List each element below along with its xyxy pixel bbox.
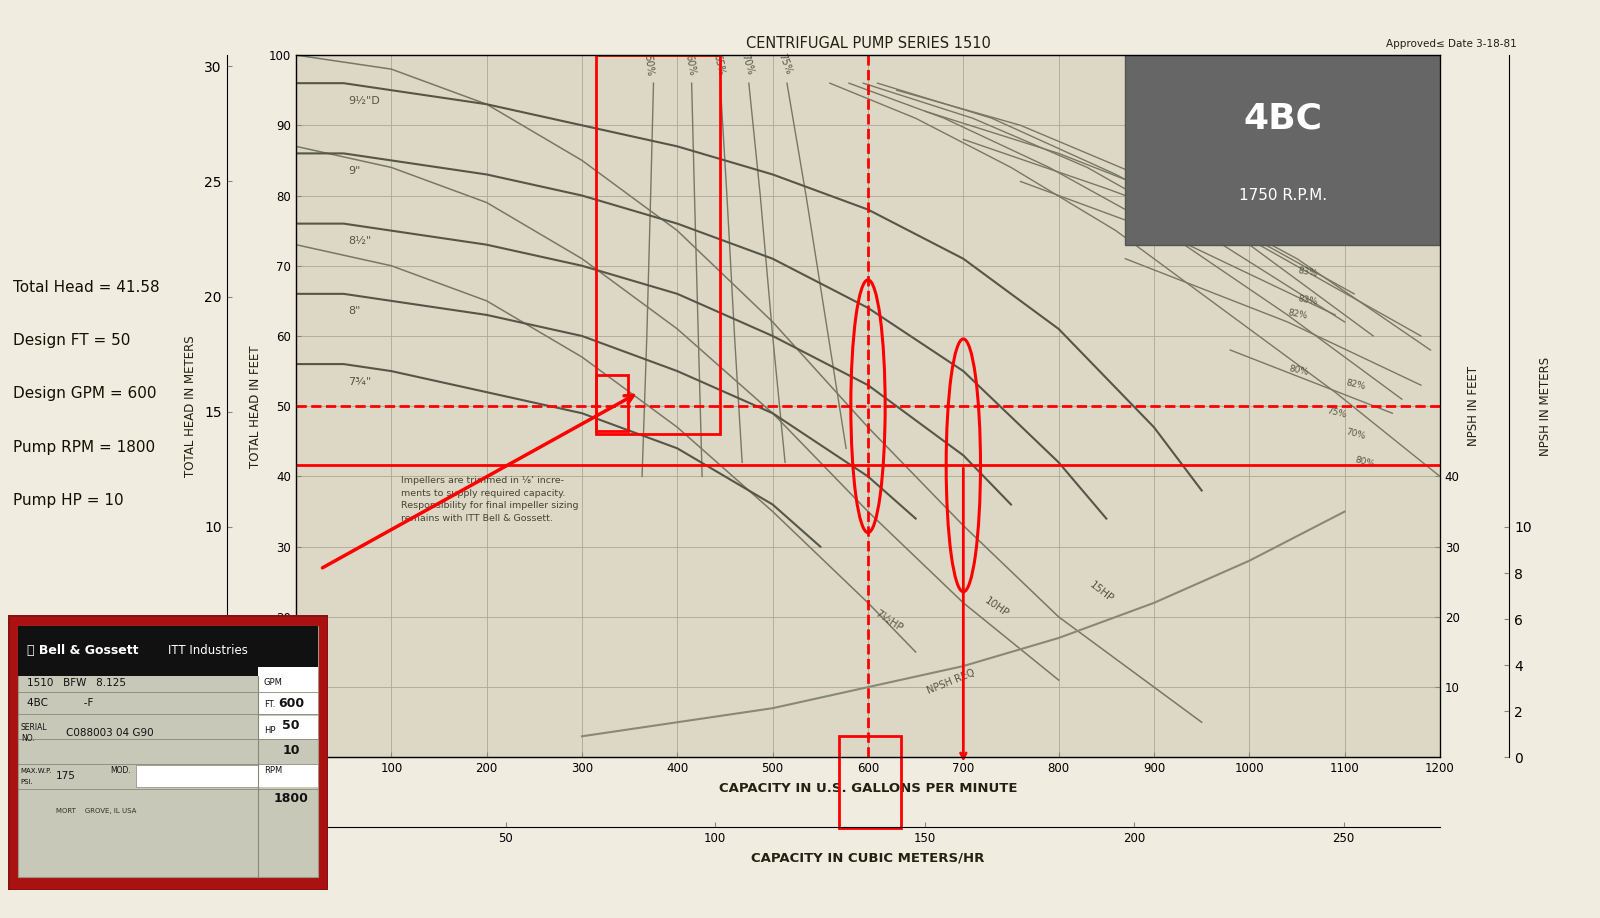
Text: Total Head = 41.58: Total Head = 41.58 (13, 280, 160, 295)
Text: ITT Industries: ITT Industries (168, 644, 248, 656)
Text: Design FT = 50: Design FT = 50 (13, 333, 130, 348)
Text: 83.5%: 83.5% (1230, 217, 1261, 230)
Bar (597, 375, 627, 431)
Text: 8½": 8½" (349, 236, 371, 246)
Text: 50%: 50% (643, 54, 654, 76)
Text: 7½HP: 7½HP (872, 608, 904, 633)
Text: 4BC: 4BC (1243, 101, 1322, 135)
Text: MOD.: MOD. (110, 767, 131, 775)
Text: 8": 8" (349, 307, 362, 317)
Bar (18, 626, 318, 676)
Text: 82%: 82% (1344, 378, 1366, 392)
Text: 82%: 82% (1288, 308, 1309, 321)
Bar (162, 626, 318, 676)
Text: 1510   BFW   8.125: 1510 BFW 8.125 (27, 677, 126, 688)
Text: Approved≤ Date 3-18-81: Approved≤ Date 3-18-81 (1386, 39, 1517, 49)
Text: 600: 600 (278, 697, 304, 710)
Text: 60%: 60% (683, 53, 696, 76)
Bar (258, 764, 318, 788)
X-axis label: CAPACITY IN CUBIC METERS/HR: CAPACITY IN CUBIC METERS/HR (752, 852, 984, 865)
Y-axis label: NPSH IN METERS: NPSH IN METERS (1539, 357, 1552, 455)
Text: GPM: GPM (264, 678, 283, 687)
Bar (258, 691, 318, 714)
Bar (258, 667, 318, 692)
Text: RPM: RPM (264, 767, 282, 775)
Text: 75%: 75% (1325, 407, 1347, 420)
Text: Pump HP = 10: Pump HP = 10 (13, 493, 123, 508)
Y-axis label: TOTAL HEAD IN METERS: TOTAL HEAD IN METERS (184, 335, 197, 477)
Bar (258, 716, 318, 739)
Text: 1800: 1800 (274, 791, 309, 805)
Bar (597, 55, 720, 434)
Text: 15HP: 15HP (1088, 580, 1115, 605)
Text: NPSH REQ: NPSH REQ (925, 668, 976, 696)
Text: 75%: 75% (776, 52, 794, 76)
Y-axis label: NPSH IN FEET: NPSH IN FEET (1467, 366, 1480, 446)
Text: C088003 04 G90: C088003 04 G90 (66, 729, 154, 738)
FancyBboxPatch shape (1125, 55, 1440, 245)
Text: 70%: 70% (1344, 428, 1366, 442)
Text: 70%: 70% (739, 52, 755, 76)
Text: 175: 175 (56, 771, 75, 781)
Text: Design GPM = 600: Design GPM = 600 (13, 386, 157, 401)
Text: 9½"D: 9½"D (349, 95, 381, 106)
Text: Ⓡ Bell & Gossett: Ⓡ Bell & Gossett (27, 644, 139, 656)
Text: 10HP: 10HP (982, 595, 1010, 619)
Text: 80%: 80% (1354, 455, 1376, 469)
Text: 9": 9" (349, 166, 362, 176)
Text: PSI.: PSI. (21, 778, 34, 785)
Text: 83%: 83% (1298, 266, 1318, 279)
Text: FT.: FT. (264, 700, 275, 709)
Text: 1750 R.P.M.: 1750 R.P.M. (1238, 188, 1326, 203)
Text: MORT    GROVE, IL USA: MORT GROVE, IL USA (56, 808, 136, 813)
Text: Impellers are trimmed in ⅛’ incre-
ments to supply required capacity.
Responsibi: Impellers are trimmed in ⅛’ incre- ments… (402, 476, 578, 523)
Text: SERIAL: SERIAL (21, 723, 48, 733)
Text: 10: 10 (283, 744, 299, 756)
X-axis label: CAPACITY IN U.S. GALLONS PER MINUTE: CAPACITY IN U.S. GALLONS PER MINUTE (718, 782, 1018, 795)
Bar (18, 626, 162, 676)
Text: 83%: 83% (1298, 295, 1318, 308)
Title: CENTRIFUGAL PUMP SERIES 1510: CENTRIFUGAL PUMP SERIES 1510 (746, 36, 990, 51)
Text: MAX.W.P.: MAX.W.P. (21, 767, 53, 774)
Text: 83.5%: 83.5% (1307, 230, 1336, 244)
Text: 50: 50 (283, 720, 299, 733)
Text: 80%: 80% (1288, 364, 1309, 377)
Text: Pump RPM = 1800: Pump RPM = 1800 (13, 440, 155, 454)
Text: 4BC           -F: 4BC -F (27, 699, 93, 708)
Text: 7¾": 7¾" (349, 376, 371, 386)
Bar (136, 766, 258, 788)
Text: NO.: NO. (21, 734, 35, 744)
Y-axis label: TOTAL HEAD IN FEET: TOTAL HEAD IN FEET (250, 345, 262, 467)
Text: HP: HP (264, 726, 275, 735)
Text: 65%: 65% (710, 53, 726, 76)
Bar (840, 736, 901, 828)
